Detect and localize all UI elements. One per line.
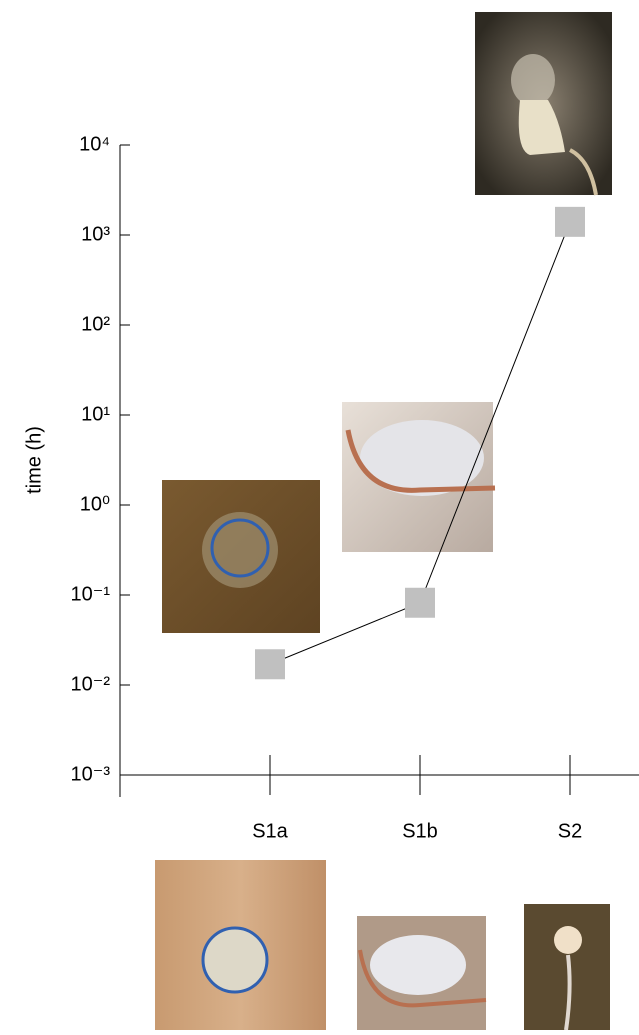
y-tick-label: 10⁴ [79, 133, 110, 155]
x-tick-label: S2 [558, 820, 582, 842]
y-tick-label: 10⁻³ [71, 763, 111, 785]
y-tick-label: 10⁰ [80, 493, 110, 515]
x-tick-label: S1a [252, 820, 288, 842]
x-tick-label: S1b [402, 820, 438, 842]
photo-s1a-bottom [155, 860, 326, 1030]
y-tick-label: 10³ [81, 223, 110, 245]
y-axis-title: time (h) [23, 426, 45, 494]
chart: time (h) 10⁻³ 10⁻² 10⁻¹ 10⁰ 10¹ 10² 10³ 10⁴ S1a S… [0, 0, 639, 1030]
page: {"chart_data": {"type": "line", "y_label… [0, 0, 639, 1035]
photo-s2-top [475, 12, 612, 195]
marker [405, 588, 435, 618]
marker [555, 207, 585, 237]
y-tick-label: 10⁻¹ [71, 583, 111, 605]
photo-s2-bottom [524, 904, 610, 1030]
photo-s1b-mid [342, 402, 495, 552]
photo-s1a-mid [162, 480, 320, 633]
y-tick-label: 10² [81, 313, 110, 335]
y-tick-label: 10¹ [81, 403, 110, 425]
y-tick-label: 10⁻² [71, 673, 111, 695]
photo-s1b-bottom [357, 916, 486, 1030]
marker [255, 649, 285, 679]
